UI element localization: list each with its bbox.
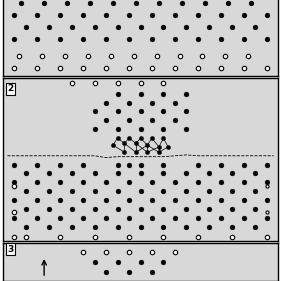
Text: 3: 3 (7, 244, 13, 253)
Text: 2: 2 (7, 84, 13, 93)
